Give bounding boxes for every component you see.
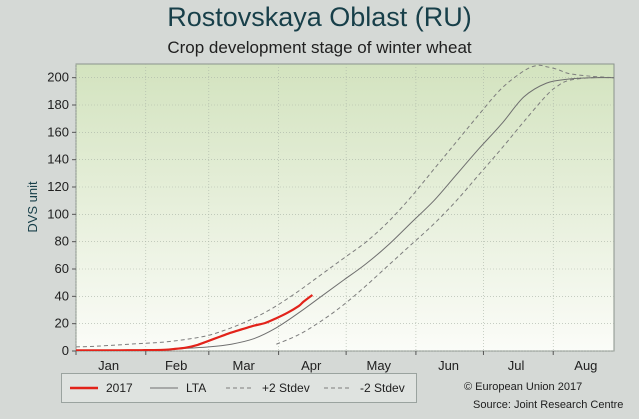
series-line-2017 xyxy=(76,294,314,351)
y-tick-label: 100 xyxy=(47,206,69,221)
chart-subtitle: Crop development stage of winter wheat xyxy=(167,38,472,57)
series-group xyxy=(76,64,614,351)
credit-source: Source: Joint Research Centre xyxy=(473,399,624,411)
series-line-lta xyxy=(76,77,614,351)
legend-swatch-2017 xyxy=(70,386,98,390)
y-tick-label: 60 xyxy=(55,261,69,276)
x-tick-label: Aug xyxy=(574,358,597,373)
legend-label-plus-2-stdev: +2 Stdev xyxy=(262,381,310,395)
legend-label-2017: 2017 xyxy=(106,381,133,395)
y-tick-label: 20 xyxy=(55,316,69,331)
x-tick-label: Feb xyxy=(165,358,187,373)
legend-item-lta[interactable]: LTA xyxy=(150,374,206,402)
y-tick-label: 180 xyxy=(47,97,69,112)
x-tick-label: Jan xyxy=(98,358,119,373)
y-tick-label: 160 xyxy=(47,124,69,139)
legend-item-2017[interactable]: 2017 xyxy=(70,374,133,402)
x-tick-label: May xyxy=(366,358,391,373)
y-tick-label: 120 xyxy=(47,179,69,194)
legend-swatch-minus-2-stdev xyxy=(324,387,352,389)
series-line-plusminus-2-stdev xyxy=(76,64,614,348)
series-line-minus-2-stdev xyxy=(276,76,614,345)
credit-copyright: © European Union 2017 xyxy=(464,381,583,393)
x-tick-label: Mar xyxy=(233,358,256,373)
x-tick-label: Apr xyxy=(301,358,322,373)
x-tick-label: Jun xyxy=(438,358,459,373)
y-tick-label: 0 xyxy=(62,343,69,358)
y-tick-label: 80 xyxy=(55,234,69,249)
axes: 0 20 40 60 80 100 120 140 160 180 200 Jan Feb Mar Apr M… xyxy=(47,70,597,373)
y-axis-label: DVS unit xyxy=(25,181,40,233)
legend-label-lta: LTA xyxy=(186,381,207,395)
legend-swatch-lta xyxy=(150,387,178,389)
y-tick-label: 140 xyxy=(47,152,69,167)
plot-area xyxy=(75,63,615,352)
chart-title: Rostovskaya Oblast (RU) xyxy=(167,2,472,32)
legend-item-minus-2-stdev[interactable]: -2 Stdev xyxy=(324,374,405,402)
y-tick-label: 200 xyxy=(47,70,69,85)
legend-label-minus-2-stdev: -2 Stdev xyxy=(360,381,405,395)
legend: 2017 LTA +2 Stdev -2 Stdev xyxy=(61,373,417,403)
legend-swatch-plus-2-stdev xyxy=(226,387,254,389)
legend-item-plus-2-stdev[interactable]: +2 Stdev xyxy=(226,374,310,402)
x-tick-label: Jul xyxy=(508,358,525,373)
y-tick-label: 40 xyxy=(55,288,69,303)
